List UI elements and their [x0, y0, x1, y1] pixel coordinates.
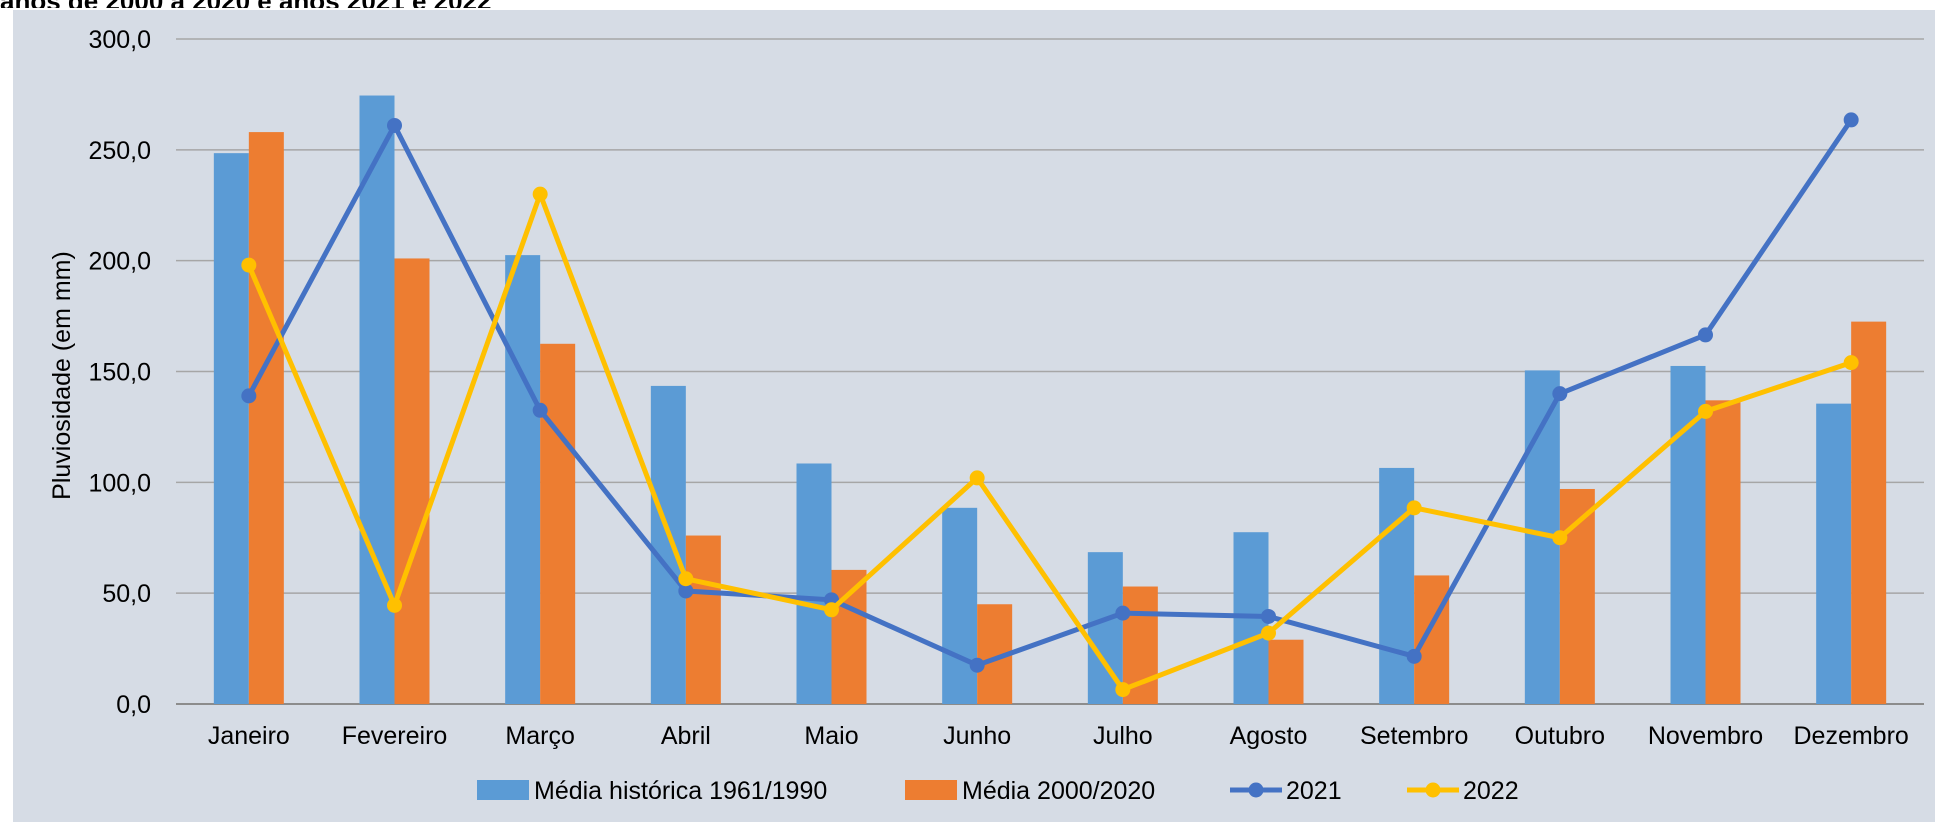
bar-media-2000-2020	[1705, 400, 1741, 704]
point-2022	[1552, 530, 1568, 546]
legend-2021: 2021	[1286, 777, 1342, 805]
point-2022	[1261, 625, 1276, 641]
y-tick-label: 100,0	[88, 469, 151, 497]
legend-2022-marker	[1425, 782, 1441, 798]
point-2021	[532, 402, 548, 418]
legend-media-2000-2020: Média 2000/2020	[962, 777, 1155, 805]
bar-media-2000-2020	[394, 258, 430, 704]
y-tick-label: 250,0	[88, 137, 151, 165]
point-2022	[678, 571, 694, 587]
point-2022	[1406, 500, 1422, 516]
x-tick-label: Dezembro	[1794, 722, 1909, 750]
point-2022	[824, 602, 839, 618]
point-2021	[1406, 648, 1422, 664]
y-tick-label: 150,0	[88, 359, 151, 387]
point-2022	[1843, 355, 1859, 371]
bar-media-historica	[359, 95, 395, 704]
point-2021	[1115, 605, 1131, 621]
bar-media-2000-2020	[1414, 575, 1450, 704]
point-2022	[1115, 682, 1131, 698]
x-tick-label: Setembro	[1360, 722, 1468, 750]
bar-media-historica	[650, 385, 686, 704]
point-2022	[387, 597, 402, 613]
point-2021	[387, 117, 402, 133]
bar-media-historica	[796, 463, 832, 704]
point-2022	[532, 186, 548, 202]
bar-media-historica	[213, 153, 249, 705]
legend-2021-marker	[1248, 782, 1264, 798]
x-tick-label: Outubro	[1515, 722, 1605, 750]
legend-media-2000-2020-swatch	[905, 780, 957, 800]
point-2022	[1698, 403, 1713, 419]
bar-media-2000-2020	[248, 132, 284, 705]
x-tick-label: Novembro	[1648, 722, 1763, 750]
x-tick-label: Abril	[661, 722, 711, 750]
bar-media-2000-2020	[831, 569, 867, 704]
x-tick-label: Agosto	[1230, 722, 1308, 750]
y-tick-label: 300,0	[88, 26, 151, 54]
x-tick-label: Janeiro	[208, 722, 290, 750]
point-2021	[1261, 608, 1276, 624]
bar-media-2000-2020	[540, 343, 576, 704]
bar-media-historica	[942, 507, 978, 704]
line-series-2021	[246, 118, 1854, 668]
point-2021	[1698, 327, 1713, 343]
point-2021	[969, 657, 985, 673]
point-2021	[1552, 386, 1568, 402]
point-2022	[969, 470, 985, 486]
point-2021	[678, 583, 694, 599]
x-tick-label: Junho	[943, 722, 1011, 750]
bar-media-2000-2020	[1268, 639, 1304, 704]
x-tick-label: Fevereiro	[342, 722, 448, 750]
bar-media-historica	[1816, 403, 1852, 704]
y-tick-label: 200,0	[88, 248, 151, 276]
legend-media-historica: Média histórica 1961/1990	[534, 777, 827, 805]
point-2021	[241, 388, 257, 404]
line-series-2022	[246, 191, 1852, 693]
legend-media-historica-swatch	[477, 780, 529, 800]
legend-2022: 2022	[1463, 777, 1519, 805]
bar-media-historica	[505, 255, 541, 704]
bar-media-2000-2020	[685, 535, 721, 704]
x-tick-label: Março	[505, 722, 574, 750]
chart-title-fragment: anos de 2000 a 2020 e anos 2021 e 2022	[0, 0, 1935, 8]
x-tick-label: Maio	[804, 722, 858, 750]
point-2021	[1843, 112, 1859, 128]
bar-media-historica	[1670, 365, 1706, 704]
x-tick-label: Julho	[1093, 722, 1153, 750]
y-tick-label: 0,0	[116, 691, 151, 719]
y-axis-title: Pluviosidade (em mm)	[48, 251, 76, 500]
bar-media-2000-2020	[1851, 321, 1887, 704]
y-tick-label: 50,0	[102, 580, 151, 608]
point-2022	[241, 257, 257, 273]
